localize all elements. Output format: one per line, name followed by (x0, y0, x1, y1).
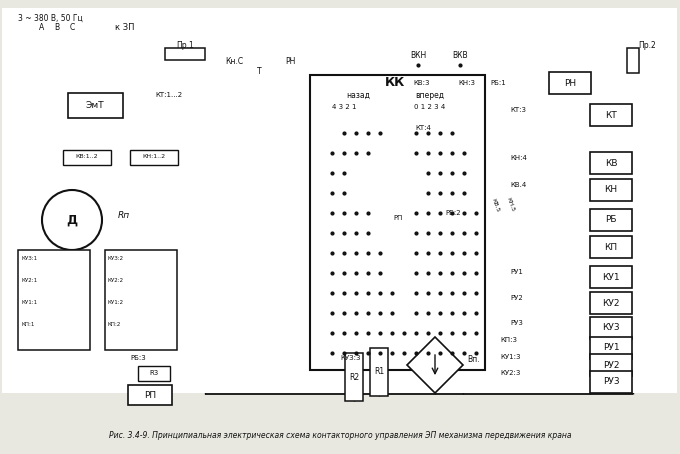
Text: КВ.4: КВ.4 (510, 182, 526, 188)
Text: РУ3: РУ3 (602, 377, 619, 386)
Text: КУ1: КУ1 (602, 272, 619, 281)
Text: КН:1..2: КН:1..2 (142, 154, 165, 159)
Bar (18, 250, 90, 350)
Bar (105, 250, 177, 350)
Polygon shape (407, 337, 463, 393)
Text: КУ1:3: КУ1:3 (500, 354, 520, 360)
Text: Пр.1: Пр.1 (176, 40, 194, 49)
Text: КН:3: КН:3 (458, 80, 475, 86)
Text: КН: КН (605, 186, 617, 194)
Text: КВ:3: КВ:3 (413, 80, 430, 86)
Bar (590, 179, 632, 201)
Text: C: C (69, 24, 75, 33)
Bar (590, 337, 632, 359)
Bar (67, 93, 122, 118)
Text: КУ2:3: КУ2:3 (500, 370, 520, 376)
Text: КУ2:1: КУ2:1 (22, 277, 38, 282)
Text: РН: РН (285, 58, 295, 66)
Text: РБ:3: РБ:3 (130, 355, 146, 361)
Text: КН:4: КН:4 (510, 155, 527, 161)
Text: КН.5: КН.5 (505, 197, 515, 213)
Text: 4 3 2 1: 4 3 2 1 (332, 104, 356, 110)
Text: КТ:1...2: КТ:1...2 (155, 92, 182, 98)
Text: 3 ~ 380 В, 50 Гц: 3 ~ 380 В, 50 Гц (18, 14, 83, 23)
Text: КТ:3: КТ:3 (510, 107, 526, 113)
Text: РБ: РБ (605, 216, 617, 224)
Text: КВ.5: КВ.5 (490, 197, 500, 212)
Text: КУЗ:3: КУЗ:3 (340, 355, 360, 361)
Bar (590, 236, 632, 258)
Text: R3: R3 (150, 370, 158, 376)
Text: Пр.2: Пр.2 (638, 40, 656, 49)
Text: КУ2:2: КУ2:2 (108, 277, 124, 282)
Text: назад: назад (346, 90, 370, 99)
Text: РП: РП (393, 215, 403, 221)
Text: Rп: Rп (118, 211, 130, 219)
Text: РБ:1: РБ:1 (490, 80, 506, 86)
Text: КУЗ:1: КУЗ:1 (22, 256, 38, 261)
Text: R1: R1 (374, 367, 384, 376)
Text: КУ3: КУ3 (602, 324, 619, 332)
Text: КП:2: КП:2 (108, 321, 121, 326)
Bar (590, 354, 632, 376)
Text: КУ2: КУ2 (602, 298, 619, 307)
Bar (130, 150, 178, 165)
Text: РН: РН (564, 79, 576, 88)
Text: Кн.С: Кн.С (225, 58, 243, 66)
Text: РУ1: РУ1 (510, 269, 523, 275)
Text: 0 1 2 3 4: 0 1 2 3 4 (414, 104, 445, 110)
Text: РУ3: РУ3 (510, 320, 523, 326)
Bar (590, 266, 632, 288)
Bar (590, 152, 632, 174)
Bar (310, 75, 485, 370)
Circle shape (42, 190, 102, 250)
Text: КП: КП (605, 242, 617, 252)
Bar (370, 348, 388, 396)
Text: ЭмТ: ЭмТ (86, 100, 104, 109)
Bar (590, 104, 632, 126)
Text: КУ1:1: КУ1:1 (22, 300, 38, 305)
Text: КК: КК (385, 75, 405, 89)
Text: A: A (39, 24, 45, 33)
Text: Рис. 3.4-9. Принципиальная электрическая схема контакторного управления ЭП механ: Рис. 3.4-9. Принципиальная электрическая… (109, 430, 571, 439)
Text: РУ2: РУ2 (602, 360, 619, 370)
Bar (590, 317, 632, 339)
Text: ВКВ: ВКВ (452, 50, 468, 59)
Bar (128, 385, 172, 405)
Text: КТ: КТ (605, 110, 617, 119)
Bar (549, 72, 591, 94)
Text: КУ1:2: КУ1:2 (108, 300, 124, 305)
Text: ВКН: ВКН (410, 50, 426, 59)
Bar (63, 150, 111, 165)
Text: КВ: КВ (605, 158, 617, 168)
Text: к ЗП: к ЗП (115, 24, 135, 33)
Text: КП:1: КП:1 (22, 321, 35, 326)
Text: РБ:2: РБ:2 (445, 210, 460, 216)
Bar (2, 8, 677, 393)
Text: Вп.: Вп. (467, 355, 479, 365)
Text: вперед: вперед (415, 90, 445, 99)
Text: РУ2: РУ2 (510, 295, 523, 301)
Text: КП:3: КП:3 (500, 337, 517, 343)
Text: КУЗ:2: КУЗ:2 (108, 256, 124, 261)
Bar (590, 292, 632, 314)
Text: КТ:4: КТ:4 (415, 125, 431, 131)
Text: T: T (257, 68, 262, 77)
Text: КВ:1..2: КВ:1..2 (75, 154, 99, 159)
Text: Д: Д (67, 213, 78, 227)
Bar (345, 353, 363, 401)
Text: R2: R2 (349, 372, 359, 381)
Bar (138, 366, 170, 381)
Bar (165, 48, 205, 60)
Text: РП: РП (144, 390, 156, 400)
Bar (590, 209, 632, 231)
Text: B: B (54, 24, 60, 33)
Text: РУ1: РУ1 (602, 344, 619, 352)
Bar (627, 48, 639, 73)
Bar (590, 371, 632, 393)
